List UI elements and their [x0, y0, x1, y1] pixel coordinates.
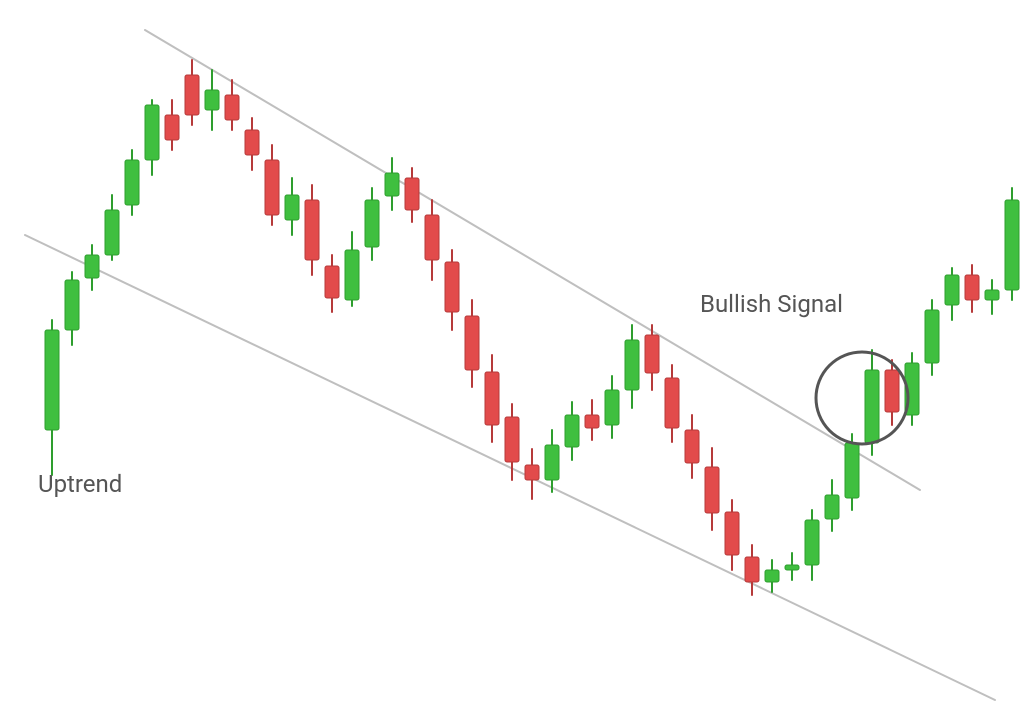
candle-body [705, 467, 719, 513]
candle-body [105, 210, 119, 255]
candle-body [525, 465, 539, 480]
candle-body [265, 160, 279, 215]
uptrend-label: Uptrend [38, 470, 122, 498]
candle-body [385, 173, 399, 196]
candle-body [805, 520, 819, 565]
candle-body [445, 262, 459, 312]
candle-body [1005, 200, 1019, 290]
candle-body [965, 275, 979, 300]
candle-body [305, 200, 319, 260]
candle-body [465, 316, 479, 370]
candle-body [45, 330, 59, 430]
candle-body [345, 250, 359, 300]
candle-body [425, 215, 439, 260]
channel-line [145, 30, 920, 490]
candle-body [825, 495, 839, 519]
candle-body [505, 417, 519, 462]
bullish-signal-label: Bullish Signal [700, 290, 843, 318]
candle-body [185, 75, 199, 115]
candle-body [565, 415, 579, 447]
candle-body [365, 200, 379, 247]
candle-body [205, 90, 219, 110]
candle-body [845, 443, 859, 498]
candle-body [945, 275, 959, 305]
candle-body [485, 372, 499, 425]
candle-body [85, 255, 99, 278]
candle-body [885, 370, 899, 412]
candle-body [785, 565, 799, 570]
candle-body [765, 570, 779, 582]
candle-body [725, 512, 739, 555]
candle-body [65, 280, 79, 330]
candle-body [545, 445, 559, 480]
candle-body [625, 340, 639, 390]
candle-body [865, 370, 879, 443]
candle-body [245, 130, 259, 155]
candle-body [645, 335, 659, 373]
candle-body [685, 430, 699, 463]
candle-body [325, 266, 339, 298]
candle-body [225, 95, 239, 120]
chart-svg [0, 0, 1020, 728]
candle-body [605, 390, 619, 425]
candle-body [985, 290, 999, 300]
candle-body [145, 105, 159, 160]
candle-body [585, 415, 599, 428]
candle-body [665, 378, 679, 428]
candle-body [125, 160, 139, 205]
candle-body [925, 310, 939, 363]
candlestick-chart: Uptrend Bullish Signal [0, 0, 1020, 728]
candle-body [285, 195, 299, 220]
candle-body [745, 557, 759, 582]
candle-body [405, 178, 419, 210]
candle-body [165, 115, 179, 140]
